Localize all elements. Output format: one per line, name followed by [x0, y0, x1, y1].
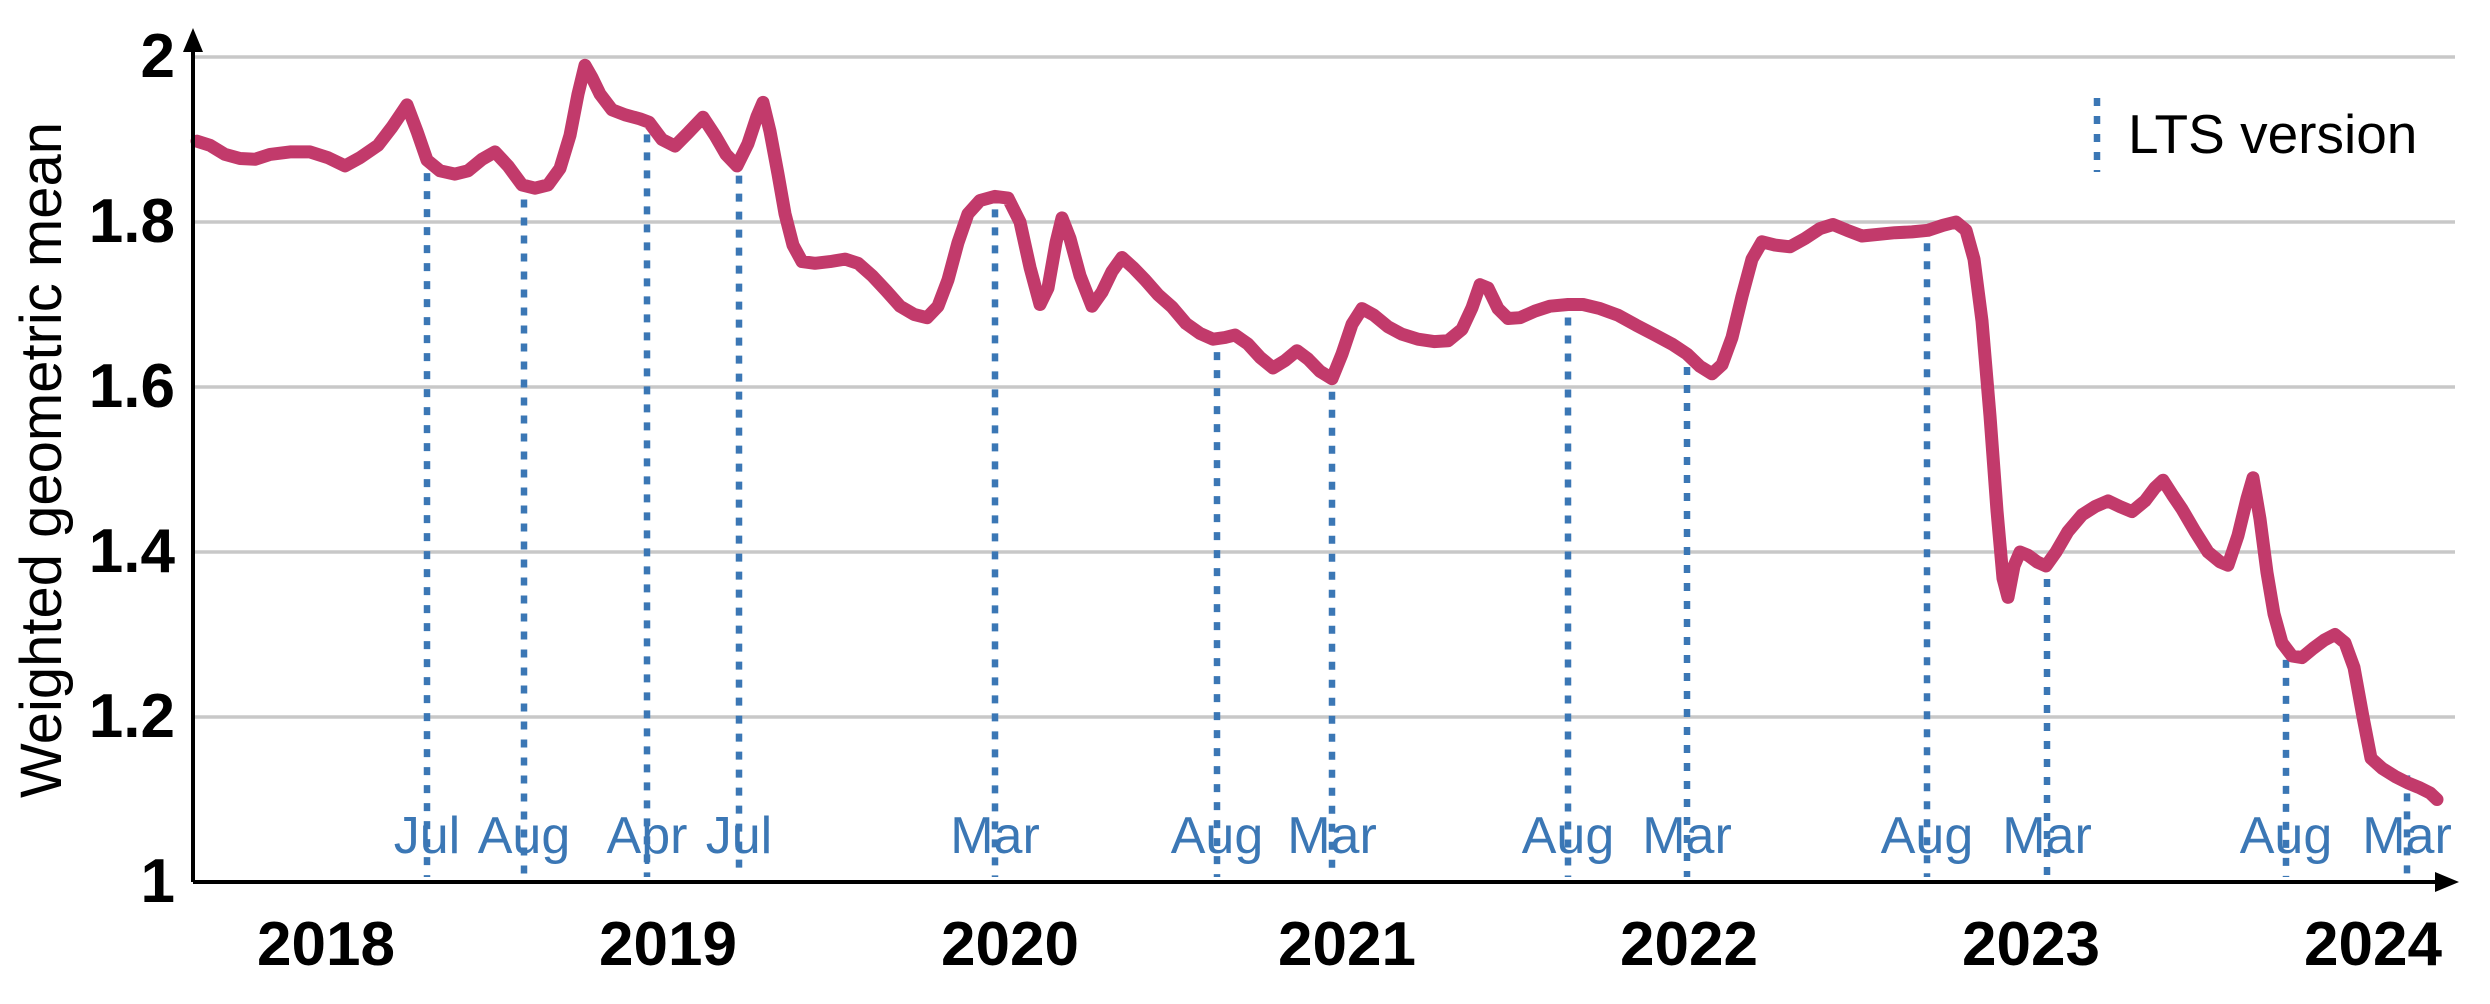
- lts-month-label-mar-12: Mar: [2362, 807, 2452, 865]
- lts-month-label-apr-2: Apr: [607, 807, 688, 865]
- y-axis-title: Weighted geometric mean: [9, 122, 74, 798]
- lts-month-label-jul-0: Jul: [394, 807, 460, 865]
- x-year-label-2018: 2018: [257, 910, 395, 979]
- x-year-label-2024: 2024: [2304, 910, 2442, 979]
- y-tick-label-1.4: 1.4: [89, 517, 176, 586]
- lts-month-label-jul-3: Jul: [706, 807, 772, 865]
- y-axis-arrowhead: [183, 28, 203, 52]
- x-year-label-2021: 2021: [1278, 910, 1416, 979]
- lts-month-label-mar-4: Mar: [950, 807, 1040, 865]
- lts-month-label-aug-9: Aug: [1881, 807, 1974, 865]
- y-tick-label-1: 1: [141, 847, 175, 916]
- lts-month-label-aug-5: Aug: [1171, 807, 1264, 865]
- y-tick-label-1.8: 1.8: [89, 187, 175, 256]
- y-tick-label-1.2: 1.2: [89, 682, 175, 751]
- lts-month-label-aug-11: Aug: [2240, 807, 2333, 865]
- lts-month-label-aug-7: Aug: [1522, 807, 1615, 865]
- lts-month-label-mar-10: Mar: [2002, 807, 2092, 865]
- x-axis-arrowhead: [2435, 872, 2459, 892]
- series-line: [190, 58, 2444, 806]
- x-year-label-2022: 2022: [1620, 910, 1758, 979]
- y-tick-label-2: 2: [141, 22, 175, 91]
- lts-month-label-mar-8: Mar: [1642, 807, 1732, 865]
- lts-legend-line-icon: [2093, 98, 2101, 172]
- legend-label: LTS version: [2128, 103, 2418, 165]
- y-tick-label-1.6: 1.6: [89, 352, 175, 421]
- lts-month-label-mar-6: Mar: [1287, 807, 1377, 865]
- x-year-label-2023: 2023: [1962, 910, 2100, 979]
- x-year-label-2020: 2020: [941, 910, 1079, 979]
- lts-month-label-aug-1: Aug: [478, 807, 571, 865]
- x-year-label-2019: 2019: [599, 910, 737, 979]
- legend: LTS version: [2092, 96, 2417, 172]
